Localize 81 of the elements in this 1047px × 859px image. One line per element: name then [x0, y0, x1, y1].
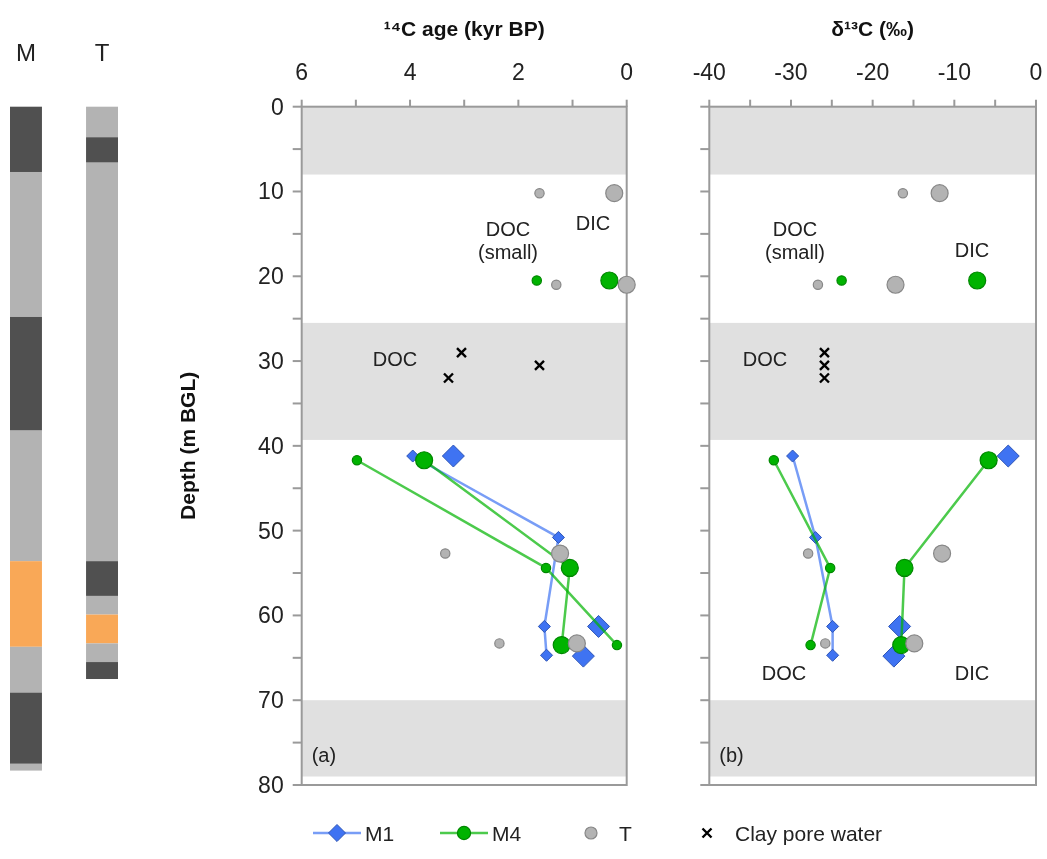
y-tick-label: 30 — [258, 348, 284, 375]
legend-label: M4 — [492, 821, 522, 845]
point — [886, 275, 905, 294]
annotation: DIC — [575, 212, 611, 234]
annotation: DOC (small) — [765, 217, 825, 263]
point — [932, 544, 952, 563]
point — [768, 455, 780, 466]
point — [897, 187, 909, 199]
point — [617, 275, 636, 294]
legend-label: T — [619, 821, 632, 845]
point — [439, 548, 451, 559]
x-axis-title: δ¹³C (‰) — [831, 16, 915, 40]
point — [351, 455, 363, 466]
y-tick-label: 60 — [258, 602, 284, 629]
point — [826, 619, 840, 633]
point — [802, 548, 814, 559]
point — [979, 451, 998, 470]
legend-label: M1 — [365, 821, 395, 845]
point — [552, 636, 571, 655]
point — [968, 271, 987, 290]
annotation: DOC — [372, 348, 418, 370]
point — [611, 639, 623, 651]
point — [537, 619, 551, 633]
x-tick-label: 4 — [403, 59, 417, 85]
x-tick-label: -10 — [937, 59, 971, 85]
y-tick-label: 10 — [258, 178, 284, 205]
x-tick-label: 0 — [1029, 59, 1043, 85]
x-tick-label: 2 — [511, 59, 525, 85]
point — [551, 279, 562, 291]
y-tick-label: 0 — [270, 93, 284, 120]
y-tick-label: 80 — [258, 772, 284, 798]
point — [818, 346, 831, 359]
point — [494, 638, 505, 649]
legend-label: Clay pore water — [735, 821, 883, 845]
point — [600, 271, 619, 290]
point — [534, 187, 545, 199]
point — [550, 544, 570, 563]
x-tick-label: -20 — [856, 59, 890, 85]
point — [818, 372, 831, 384]
x-tick-label: 6 — [295, 59, 309, 85]
point — [786, 449, 800, 463]
point — [824, 562, 836, 574]
point — [805, 639, 816, 651]
point — [812, 279, 824, 291]
annotation: DIC — [954, 239, 990, 261]
point — [551, 530, 565, 544]
point — [818, 359, 831, 371]
y-tick-label: 70 — [258, 687, 284, 714]
point — [442, 372, 455, 384]
y-tick-label: 50 — [258, 517, 284, 544]
point — [455, 346, 468, 359]
annotation: DOC — [742, 348, 788, 370]
point — [996, 444, 1020, 468]
x-axis-title: ¹⁴C age (kyr BP) — [383, 16, 545, 40]
y-tick-label: 20 — [258, 263, 284, 290]
y-axis-title: Depth (m BGL) — [175, 371, 199, 520]
point — [905, 634, 924, 653]
x-tick-label: M — [15, 38, 36, 66]
annotation: DOC (small) — [478, 217, 538, 263]
point — [820, 638, 831, 649]
point — [930, 184, 949, 203]
point — [560, 558, 579, 578]
point — [441, 444, 465, 468]
point — [836, 275, 847, 286]
point — [567, 634, 586, 653]
annotation: DOC — [761, 662, 807, 684]
point — [415, 451, 434, 470]
point — [895, 558, 914, 578]
point — [826, 648, 840, 662]
x-tick-label: 0 — [620, 59, 634, 85]
point — [540, 648, 554, 662]
point — [605, 184, 624, 203]
point — [531, 275, 543, 286]
point — [540, 562, 552, 574]
x-tick-label: -30 — [774, 59, 808, 85]
annotation: (a) — [311, 744, 337, 766]
annotation: DIC — [954, 662, 990, 684]
annotation: (b) — [719, 744, 744, 766]
y-tick-label: 40 — [258, 432, 284, 459]
x-tick-label: -40 — [692, 59, 726, 85]
point — [533, 359, 546, 371]
